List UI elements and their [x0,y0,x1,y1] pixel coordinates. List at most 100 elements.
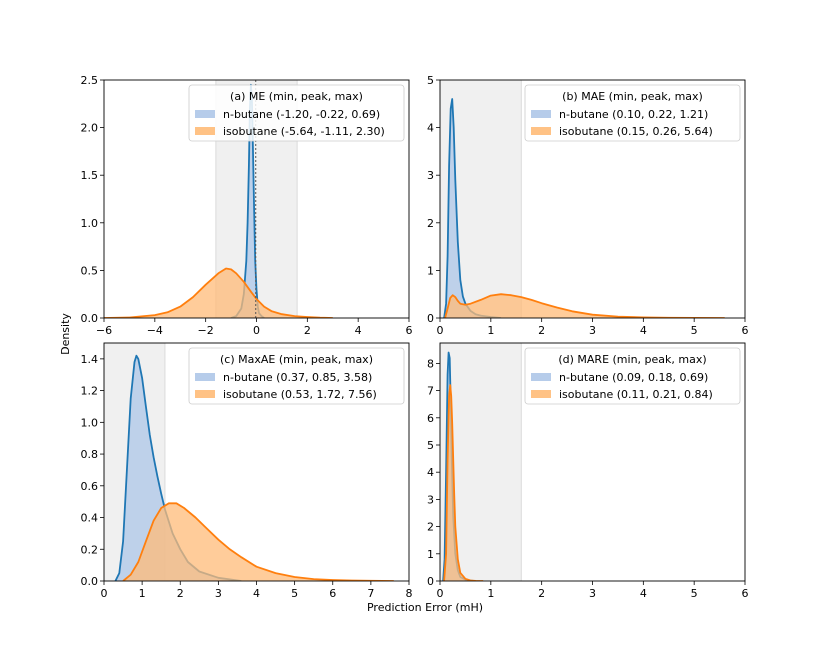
x-tick-label: 3 [215,587,222,600]
legend-title: (d) MARE (min, peak, max) [558,353,706,366]
x-tick-label: 2 [538,324,545,337]
x-tick-label: 0 [101,587,108,600]
x-tick-label: 1 [487,324,494,337]
isobutane-legend-label: isobutane (0.53, 1.72, 7.56) [223,388,377,401]
x-tick-label: −6 [96,324,112,337]
n-butane-histogram [115,355,242,581]
legend-frame [188,84,405,142]
legend: (c) MaxAE (min, peak, max) n-butane (0.37… [188,347,405,405]
x-tick-label: 4 [640,587,647,600]
x-tick-label: 0 [437,587,444,600]
n-butane-legend-label: n-butane (0.10, 0.22, 1.21) [559,108,708,121]
panel-b: 0 1 2 3 4 5 6 0 1 2 3 4 5 (b) MAE (min, peak, max) n-b… [427,74,749,337]
isobutane-density-line [444,293,725,318]
n-butane-legend-label: n-butane (-1.20, -0.22, 0.69) [223,108,380,121]
x-tick-label: 4 [253,587,260,600]
x-tick-label: 4 [640,324,647,337]
y-tick-label: 3 [427,493,434,506]
x-tick-label: 1 [139,587,146,600]
y-tick-label: 0.5 [81,264,99,277]
isobutane-histogram [123,503,394,581]
y-tick-label: 5 [427,74,434,87]
plot-area [104,343,394,581]
x-tick-label: 5 [291,587,298,600]
y-tick-label: 0.2 [81,543,99,556]
legend-frame [524,347,741,405]
y-tick-label: 2 [427,521,434,534]
y-tick-label: 6 [427,412,434,425]
y-tick-label: 0.6 [81,480,99,493]
x-tick-label: −4 [147,324,163,337]
x-tick-label: 4 [355,324,362,337]
isobutane-density-line [443,384,484,581]
n-butane-legend-swatch [531,110,551,118]
legend-frame [524,84,741,142]
x-tick-label: 6 [742,587,749,600]
y-tick-label: 1.5 [81,169,99,182]
legend: (b) MAE (min, peak, max) n-butane (0.10, … [524,84,741,142]
isobutane-legend-label: isobutane (0.11, 0.21, 0.84) [559,388,713,401]
n-butane-legend-swatch [531,373,551,381]
x-tick-label: 3 [589,324,596,337]
n-butane-legend-label: n-butane (0.09, 0.18, 0.69) [559,371,708,384]
panel-d: 0 1 2 3 4 5 6 0 1 2 3 4 5 6 7 8 (d) MARE (min, peak, max… [427,342,749,600]
x-tick-label: 1 [487,587,494,600]
x-tick-label: 6 [329,587,336,600]
n-butane-legend-swatch [195,110,215,118]
x-tick-label: 2 [304,324,311,337]
y-tick-label: 1.0 [81,416,99,429]
legend: (a) ME (min, peak, max) n-butane (-1.20, … [188,84,405,142]
plot-area [440,343,522,581]
n-butane-legend-label: n-butane (0.37, 0.85, 3.58) [223,371,372,384]
panel-a: −6 −4 −2 0 2 4 6 0.0 0.5 1.0 1.5 2.0 2.5 (a) ME (min,… [81,74,413,337]
y-tick-label: 0.0 [81,575,99,588]
x-tick-label: 2 [538,587,545,600]
n-butane-histogram [444,99,501,318]
y-tick-label: 1.4 [81,353,99,366]
y-tick-label: 2.5 [81,74,99,87]
y-tick-label: 8 [427,357,434,370]
panel-c: 0 1 2 3 4 5 6 7 8 0.0 0.2 0.4 0.6 0.8 1.0 1.2 1.4 (c) Max… [81,342,413,600]
isobutane-histogram [445,294,725,318]
isobutane-legend-swatch [195,390,215,398]
n-butane-legend-swatch [195,373,215,381]
x-tick-label: 6 [742,324,749,337]
legend-frame [188,347,405,405]
isobutane-legend-swatch [531,390,551,398]
legend: (d) MARE (min, peak, max) n-butane (0.09,… [524,347,741,405]
y-tick-label: 4 [427,466,434,479]
x-tick-label: 3 [589,587,596,600]
plot-area [440,80,725,318]
y-tick-label: 4 [427,122,434,135]
y-tick-label: 7 [427,385,434,398]
y-tick-label: 1 [427,548,434,561]
y-tick-label: 2.0 [81,122,99,135]
y-tick-label: 0.4 [81,512,99,525]
y-tick-label: 3 [427,169,434,182]
y-tick-label: 5 [427,439,434,452]
y-tick-label: 1.0 [81,217,99,230]
x-tick-label: −2 [198,324,214,337]
isobutane-density-line [122,502,394,581]
isobutane-histogram [104,268,333,318]
y-tick-label: 1 [427,264,434,277]
y-tick-label: 0 [427,312,434,325]
x-tick-label: 2 [177,587,184,600]
x-tick-label: 6 [406,324,413,337]
x-tick-label: 5 [691,324,698,337]
n-butane-histogram [231,84,265,318]
x-axis-label: Prediction Error (mH) [367,601,483,614]
y-tick-label: 0.0 [81,312,99,325]
isobutane-legend-label: isobutane (-5.64, -1.11, 2.30) [223,125,385,138]
isobutane-legend-swatch [195,127,215,135]
legend-title: (c) MaxAE (min, peak, max) [220,353,373,366]
y-tick-label: 0.8 [81,448,99,461]
legend-title: (a) ME (min, peak, max) [230,90,363,103]
isobutane-density-line [104,267,333,318]
isobutane-histogram [444,385,484,581]
y-tick-label: 1.2 [81,385,99,398]
y-tick-label: 2 [427,217,434,230]
y-axis-label: Density [59,313,72,355]
x-tick-label: 5 [691,587,698,600]
